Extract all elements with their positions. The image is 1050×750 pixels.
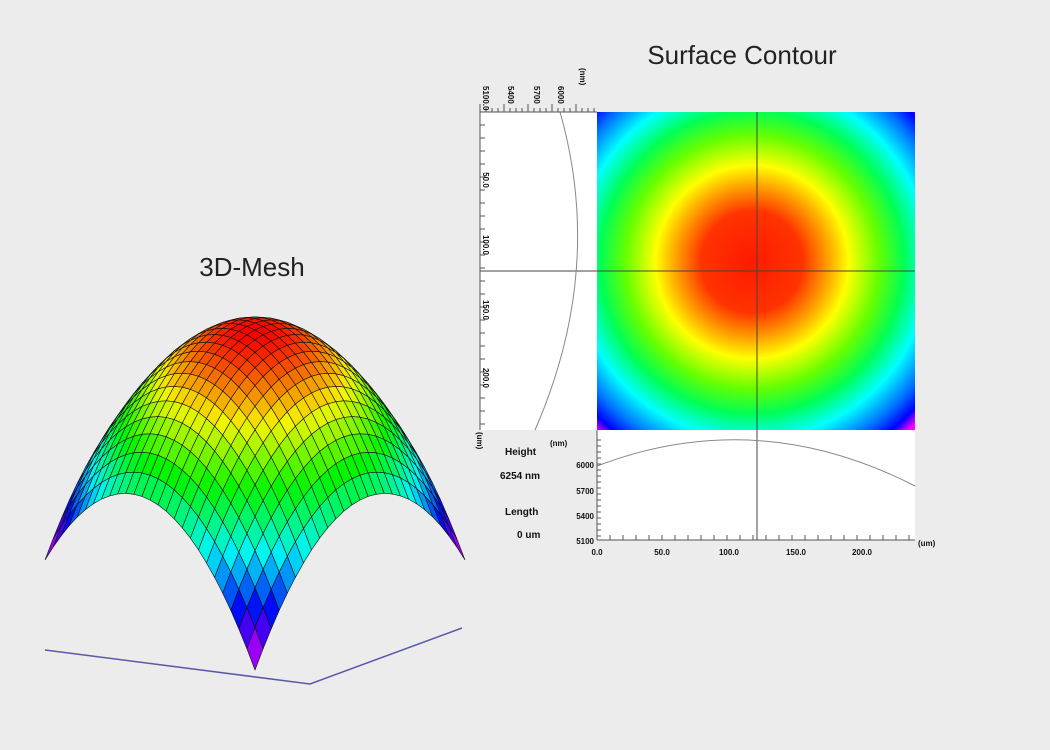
x-tick-label: 200.0 (852, 548, 873, 557)
top-tick-label: 6000 (556, 86, 565, 104)
readout-label: Length (505, 507, 538, 518)
x-tick-label: 150.0 (786, 548, 807, 557)
contour-title: Surface Contour (647, 40, 837, 70)
top-tick-label: 5400 (506, 86, 515, 104)
y-tick-label: 6000 (576, 461, 594, 470)
readout-value: 0 um (517, 530, 540, 541)
mesh-title: 3D-Mesh (199, 252, 304, 282)
y-tick-label: 5100 (576, 537, 594, 546)
top-tick-label: 5700 (532, 86, 541, 104)
mesh-cell (246, 626, 264, 671)
readout-value: 6254 nm (500, 471, 540, 482)
left-tick-label: 200.0 (481, 368, 490, 389)
mesh-cell (448, 525, 466, 561)
y-tick-label: 5400 (576, 512, 594, 521)
y-tick-label: 5700 (576, 487, 594, 496)
x-tick-label: 0.0 (591, 548, 603, 557)
unit-label: (um) (918, 539, 936, 548)
side-profile-curve (534, 111, 579, 431)
ticks: 5100.0 5400 5700 6000 50.0 100.0 150.0 200.0 600… (479, 86, 910, 557)
left-tick-label: 50.0 (481, 172, 490, 188)
unit-label: (nm) (550, 439, 568, 448)
left-tick-label: 150.0 (481, 300, 490, 321)
unit-label: (nm) (578, 68, 587, 86)
left-tick-label: 100.0 (481, 235, 490, 256)
readout-label: Height (505, 447, 537, 458)
mesh-3d (44, 316, 466, 671)
mesh-cell (44, 525, 62, 561)
bottom-profile-curve (596, 439, 916, 487)
x-tick-label: 50.0 (654, 548, 670, 557)
x-tick-label: 100.0 (719, 548, 740, 557)
unit-label: (um) (475, 432, 484, 450)
bottom-panel (597, 430, 915, 540)
mesh-base (44, 627, 463, 685)
top-tick-label: 5100.0 (481, 86, 490, 111)
